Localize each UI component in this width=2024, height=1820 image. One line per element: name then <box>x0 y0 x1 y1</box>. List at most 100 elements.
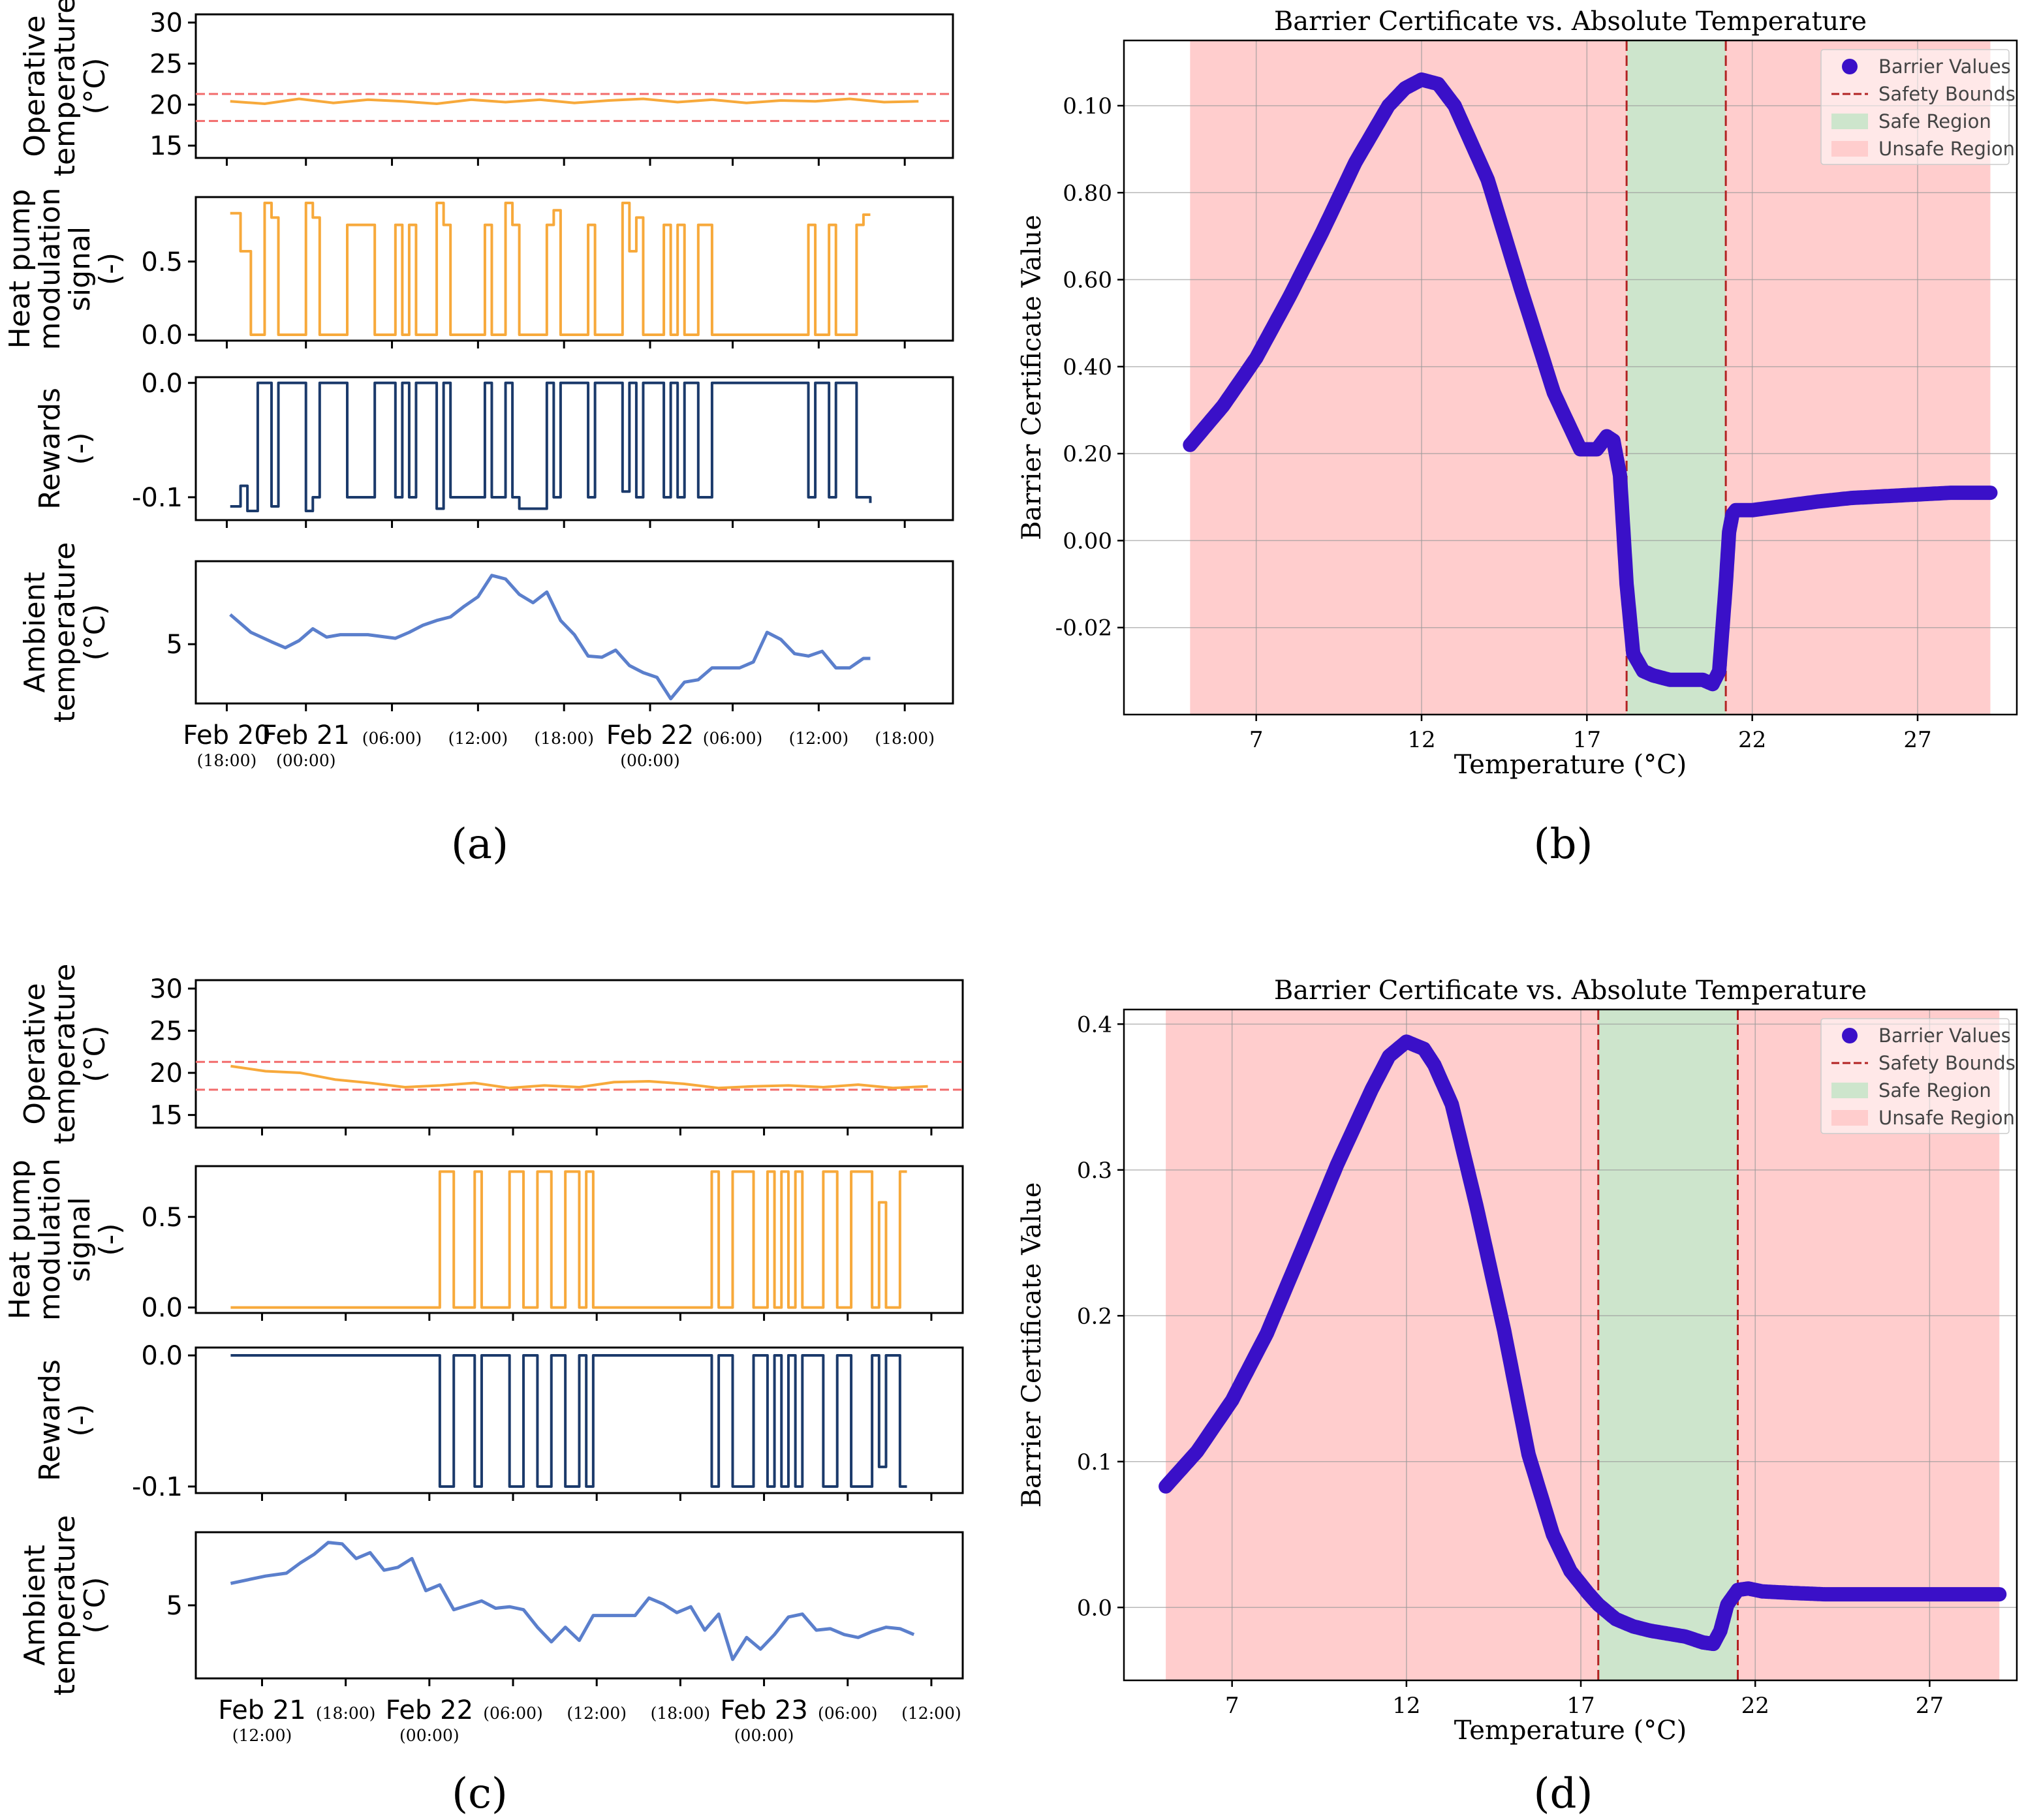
subplot-frame <box>195 1531 964 1680</box>
y-tick-label: -0.1 <box>132 483 183 513</box>
y-tick-label: 0.5 <box>141 247 183 277</box>
legend-entry: Barrier Values <box>1878 55 2011 78</box>
x-tick-time: (12:00) <box>901 1704 961 1723</box>
y-tick-label: 20 <box>149 90 183 120</box>
x-tick-time: (18:00) <box>316 1704 376 1723</box>
x-axis-label: Temperature (°C) <box>1454 1716 1687 1746</box>
x-tick-label: 7 <box>1225 1693 1239 1719</box>
y-tick-label: 0.10 <box>1063 93 1112 119</box>
x-tick-label: 27 <box>1903 727 1931 753</box>
unsafe-region <box>1190 40 1627 715</box>
y-axis-label: Rewards(-) <box>33 1359 97 1481</box>
legend: Barrier Values Safety Bounds Safe Region Un… <box>1820 49 2016 165</box>
y-axis-label: Ambienttemperature(°C) <box>18 542 112 723</box>
series-rewards <box>230 381 872 512</box>
panel-label-b: (b) <box>1534 820 1593 869</box>
subplot-ambient: 5 Ambienttemperature(°C) <box>18 542 954 723</box>
y-tick-label: 0.60 <box>1063 268 1112 294</box>
x-tick-time: (18:00) <box>534 729 594 748</box>
series-operative <box>230 97 919 106</box>
y-tick-label: 0.00 <box>1063 528 1112 554</box>
subplot-frame <box>195 196 954 342</box>
legend-entry: Safety Bounds <box>1878 1052 2016 1074</box>
legend-marker-barrier <box>1842 1028 1858 1043</box>
y-tick-label: 0.0 <box>1077 1595 1112 1621</box>
legend-marker-safe <box>1831 114 1868 129</box>
x-tick-label: 7 <box>1249 727 1264 753</box>
plot-frame <box>1123 39 2018 716</box>
panel-label-c: (c) <box>452 1770 508 1818</box>
x-axis-label: Temperature (°C) <box>1454 750 1687 780</box>
y-tick-label: 25 <box>149 1016 183 1046</box>
y-axis-label: Rewards(-) <box>33 388 97 510</box>
x-tick-date: Feb 22 <box>606 720 694 750</box>
x-tick-time: (12:00) <box>789 729 849 748</box>
x-tick-date: Feb 20 <box>183 720 270 750</box>
legend-marker-barrier <box>1842 59 1858 74</box>
x-tick-time: (18:00) <box>875 729 935 748</box>
x-tick-label: 12 <box>1407 727 1435 753</box>
y-tick-label: 30 <box>149 8 183 39</box>
y-tick-label: 0.20 <box>1063 441 1112 467</box>
x-tick-time: (00:00) <box>276 751 336 770</box>
subplot-operative: 30 25 20 15 Operativetemperature(°C) <box>18 0 954 176</box>
panel-label-d: (d) <box>1534 1770 1593 1818</box>
subplot-frame <box>195 13 954 159</box>
y-axis-label: Heat pumpmodulationsignal(-) <box>3 187 127 350</box>
chart-title: Barrier Certificate vs. Absolute Tempera… <box>1274 7 1867 37</box>
y-tick-label: 5 <box>166 630 183 660</box>
y-tick-label: 20 <box>149 1058 183 1088</box>
series-operative <box>230 1064 928 1090</box>
plot-frame <box>1123 1008 2018 1682</box>
legend-entry: Safe Region <box>1878 1079 1991 1102</box>
series-ambient <box>229 574 871 701</box>
panel-d-barrier: 7 12 17 22 27 0.0 0.1 0.2 0.3 0.4 Barrier Certific… <box>1017 976 2018 1746</box>
series-ambient <box>230 1541 915 1661</box>
subplot-frame <box>195 560 954 705</box>
series-modulation <box>230 201 871 337</box>
x-tick-date: Feb 23 <box>720 1695 807 1725</box>
y-axis-label: Ambienttemperature(°C) <box>18 1515 112 1696</box>
safe-region <box>1598 1010 1738 1680</box>
y-axis-label: Operativetemperature(°C) <box>18 964 112 1145</box>
y-tick-label: 0.0 <box>141 320 183 350</box>
panel-b-barrier: 7 12 17 22 27 -0.02 0.00 0.20 0.40 0.60 0.80 0.10 Ba… <box>1017 7 2018 780</box>
y-tick-label: 0.3 <box>1077 1158 1112 1184</box>
subplot-modulation: 0.5 0.0 Heat pumpmodulationsignal(-) <box>3 187 954 350</box>
y-tick-label: 0.80 <box>1063 180 1112 206</box>
panel-c-timeseries: 30 25 20 15 Operativetemperature(°C) 0.5 0.0 He… <box>3 964 964 1745</box>
x-tick-date: Feb 21 <box>262 720 350 750</box>
y-tick-label: 15 <box>149 1101 183 1131</box>
x-tick-date: Feb 22 <box>386 1695 473 1725</box>
x-tick-date: Feb 21 <box>218 1695 305 1725</box>
legend-entry: Barrier Values <box>1878 1025 2011 1047</box>
barrier-values-curve <box>1159 1034 2007 1652</box>
y-axis-label: Heat pumpmodulationsignal(-) <box>3 1158 127 1321</box>
x-tick-time: (12:00) <box>232 1726 292 1745</box>
subplot-frame <box>195 979 964 1129</box>
y-tick-label: 0.4 <box>1077 1011 1112 1038</box>
legend-frame <box>1820 49 2010 165</box>
y-tick-label: 0.5 <box>141 1203 183 1233</box>
y-tick-label: -0.02 <box>1055 615 1112 641</box>
y-axis-label: Barrier Certificate Value <box>1017 1182 1047 1508</box>
y-tick-label: 0.0 <box>141 369 183 399</box>
y-tick-label: 0.1 <box>1077 1449 1112 1475</box>
legend-entry: Unsafe Region <box>1878 1107 2015 1129</box>
legend-marker-unsafe <box>1831 1110 1868 1126</box>
x-tick-time: (12:00) <box>448 729 508 748</box>
barrier-values-curve <box>1183 72 1998 692</box>
safe-region <box>1627 40 1726 715</box>
y-tick-label: 15 <box>149 131 183 161</box>
subplot-frame <box>195 1165 964 1314</box>
legend: Barrier Values Safety Bounds Safe Region Un… <box>1820 1018 2016 1134</box>
x-tick-time: (06:00) <box>362 729 422 748</box>
y-tick-label: 0.2 <box>1077 1303 1112 1329</box>
x-tick-label: 22 <box>1741 1693 1769 1719</box>
x-tick-time: (00:00) <box>620 751 680 770</box>
x-tick-label: 17 <box>1566 1693 1595 1719</box>
x-tick-time: (06:00) <box>818 1704 878 1723</box>
x-tick-time: (00:00) <box>399 1726 459 1745</box>
x-tick-time: (06:00) <box>703 729 763 748</box>
y-tick-label: 25 <box>149 49 183 79</box>
